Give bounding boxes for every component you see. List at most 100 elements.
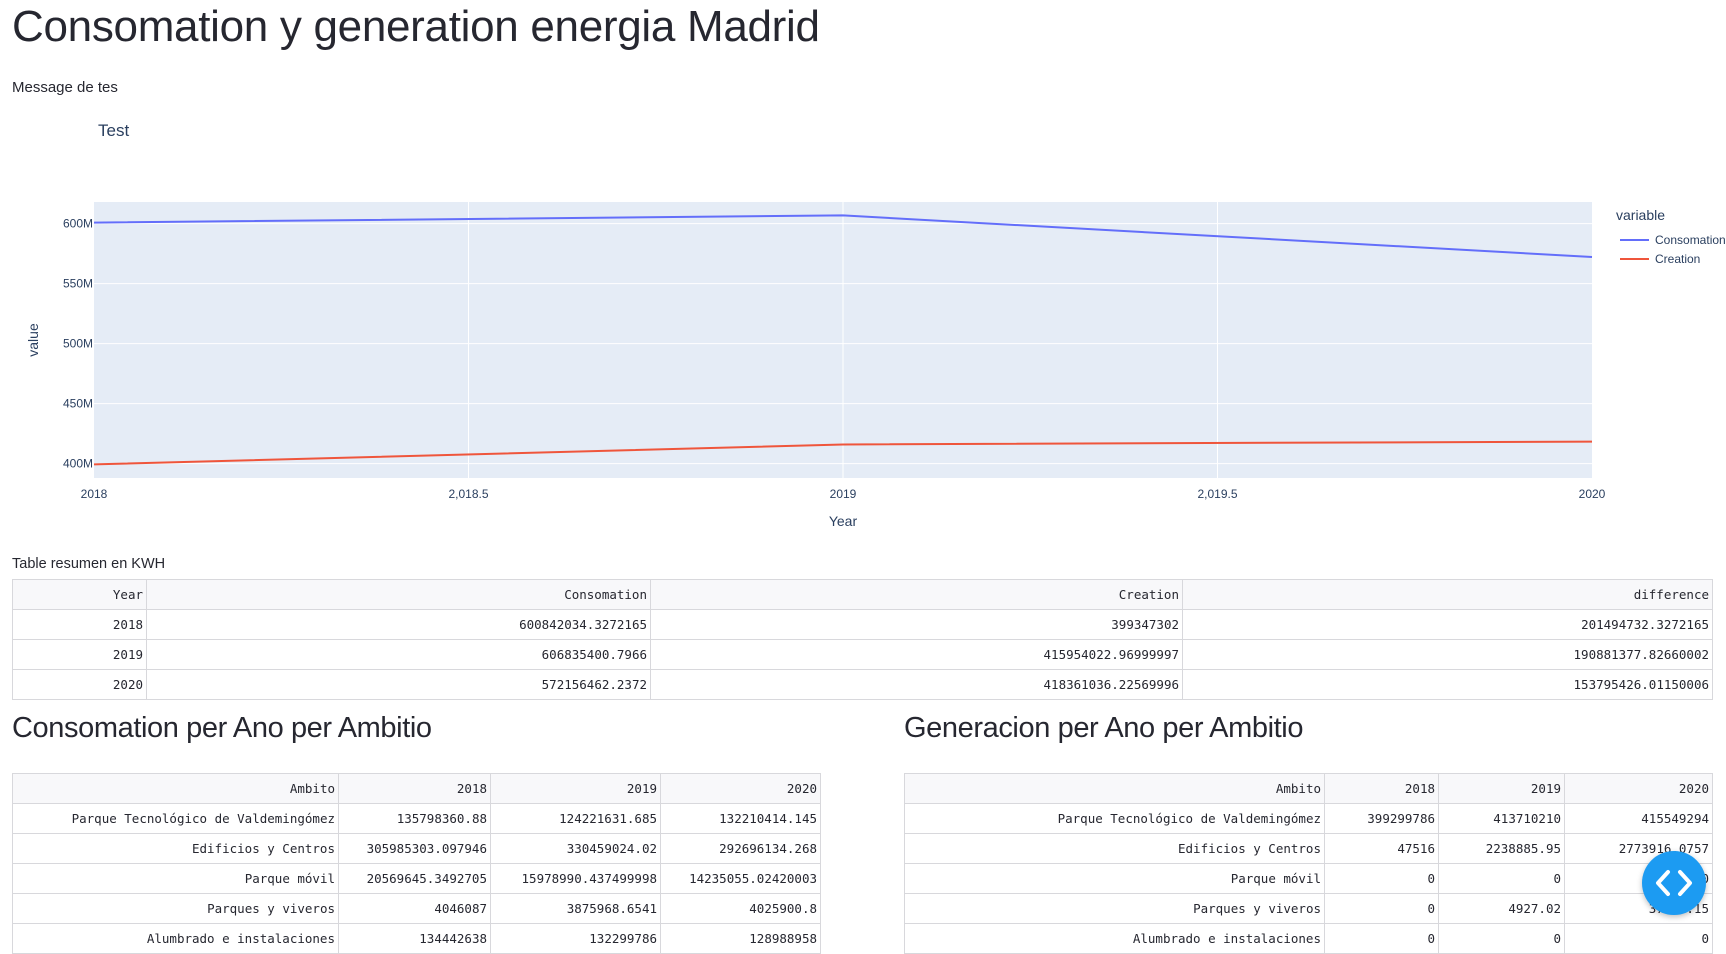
column-header[interactable]: Creation xyxy=(650,579,1183,610)
table-cell: 201494732.3272165 xyxy=(1182,609,1713,640)
table-row: Alumbrado e instalaciones 0 0 0 xyxy=(904,923,1713,954)
column-header[interactable]: Year xyxy=(12,579,147,610)
table-cell: 415954022.96999997 xyxy=(650,639,1183,670)
table-cell: 600842034.3272165 xyxy=(146,609,651,640)
legend-title: variable xyxy=(1616,207,1665,223)
column-header[interactable]: Consomation xyxy=(146,579,651,610)
consumption-table: Ambito 2018 2019 2020 Parque Tecnológico de… xyxy=(12,773,821,954)
y-tick-label: 450M xyxy=(63,397,93,411)
legend-item[interactable]: Creation xyxy=(1655,252,1700,266)
table-row: Parque Tecnológico de Valdemingómez 39929… xyxy=(904,803,1713,834)
table-header-row: Year Consomation Creation difference xyxy=(12,579,1713,610)
table-cell: Edificios y Centros xyxy=(904,833,1325,864)
table-cell: 2018 xyxy=(12,609,147,640)
table-cell: Parque móvil xyxy=(12,863,339,894)
y-tick-label: 500M xyxy=(63,337,93,351)
table-cell: 4046087 xyxy=(338,893,491,924)
column-header[interactable]: difference xyxy=(1182,579,1713,610)
series-line-consomation[interactable] xyxy=(93,214,1593,259)
code-toggle-button[interactable] xyxy=(1642,851,1706,915)
table-cell: 2773916.0757 xyxy=(1564,833,1713,864)
code-icon xyxy=(1656,870,1692,896)
table-cell: 0 xyxy=(1564,923,1713,954)
table-cell: 0 xyxy=(1324,893,1439,924)
table-cell: 2238885.95 xyxy=(1438,833,1565,864)
table-cell: Alumbrado e instalaciones xyxy=(12,923,339,954)
table-cell: 572156462.2372 xyxy=(146,669,651,700)
table-cell: 415549294 xyxy=(1564,803,1713,834)
chart-title: Test xyxy=(98,121,129,140)
y-tick-label: 600M xyxy=(63,217,93,231)
summary-table: Year Consomation Creation difference 2018 60… xyxy=(12,579,1713,700)
column-header[interactable]: Ambito xyxy=(12,773,339,804)
table-cell: Parque Tecnológico de Valdemingómez xyxy=(904,803,1325,834)
legend-item[interactable]: Consomation xyxy=(1655,233,1726,247)
table-cell: Parque móvil xyxy=(904,863,1325,894)
table-cell: 153795426.01150006 xyxy=(1182,669,1713,700)
generation-section-title: Generacion per Ano per Ambitio xyxy=(904,712,1304,744)
table-cell: 4025900.8 xyxy=(660,893,821,924)
table-cell: 606835400.7966 xyxy=(146,639,651,670)
table-cell: 134442638 xyxy=(338,923,491,954)
y-tick-label: 400M xyxy=(63,457,93,471)
page-title: Consomation y generation energia Madrid xyxy=(12,2,820,51)
table-row: Edificios y Centros 305985303.097946 33045… xyxy=(12,833,821,864)
table-cell: 399347302 xyxy=(650,609,1183,640)
table-row: 2020 572156462.2372 418361036.22569996 1537… xyxy=(12,669,1713,700)
summary-table-label: Table resumen en KWH xyxy=(12,556,166,572)
table-row: Edificios y Centros 47516 2238885.95 277391… xyxy=(904,833,1713,864)
table-cell: 132210414.145 xyxy=(660,803,821,834)
series-line-creation[interactable] xyxy=(93,440,1593,466)
table-cell: Parques y viveros xyxy=(12,893,339,924)
table-row: Parque móvil000 xyxy=(904,863,1713,894)
table-cell: 418361036.22569996 xyxy=(650,669,1183,700)
table-cell: 20569645.3492705 xyxy=(338,863,491,894)
column-header[interactable]: 2019 xyxy=(1438,773,1565,804)
generation-table: Ambito 2018 2019 2020 Parque Tecnológico de… xyxy=(904,773,1713,954)
x-tick-label: 2,018.5 xyxy=(448,487,488,501)
table-cell: 15978990.437499998 xyxy=(490,863,661,894)
x-tick-label: 2,019.5 xyxy=(1197,487,1237,501)
x-tick-label: 2020 xyxy=(1579,487,1606,501)
table-cell: 0 xyxy=(1324,923,1439,954)
y-tick-label: 550M xyxy=(63,277,93,291)
table-row: Alumbrado e instalaciones 134442638 132299… xyxy=(12,923,821,954)
table-cell: 4927.02 xyxy=(1438,893,1565,924)
table-cell: 0 xyxy=(1324,863,1439,894)
column-header[interactable]: 2018 xyxy=(1324,773,1439,804)
x-tick-label: 2018 xyxy=(81,487,108,501)
table-cell: 2020 xyxy=(12,669,147,700)
table-cell: 0 xyxy=(1438,863,1565,894)
table-cell: 128988958 xyxy=(660,923,821,954)
table-cell: 47516 xyxy=(1324,833,1439,864)
consumption-section-title: Consomation per Ano per Ambitio xyxy=(12,712,432,744)
table-cell: 135798360.88 xyxy=(338,803,491,834)
table-cell: Parques y viveros xyxy=(904,893,1325,924)
y-axis-label: value xyxy=(25,323,41,357)
table-row: Parque móvil 20569645.3492705 15978990.437… xyxy=(12,863,821,894)
x-axis-label: Year xyxy=(829,513,858,529)
table-cell: Alumbrado e instalaciones xyxy=(904,923,1325,954)
line-chart[interactable]: 2018 2,018.5 2019 2,019.5 2020 400M 450M 500M 55… xyxy=(0,110,1726,540)
table-row: 2018 600842034.3272165 399347302 201494732.… xyxy=(12,609,1713,640)
table-header-row: Ambito 2018 2019 2020 xyxy=(12,773,821,804)
table-cell: 124221631.685 xyxy=(490,803,661,834)
table-cell: 292696134.268 xyxy=(660,833,821,864)
table-row: Parque Tecnológico de Valdemingómez 13579… xyxy=(12,803,821,834)
column-header[interactable]: Ambito xyxy=(904,773,1325,804)
table-cell: 399299786 xyxy=(1324,803,1439,834)
table-cell: Edificios y Centros xyxy=(12,833,339,864)
column-header[interactable]: 2020 xyxy=(660,773,821,804)
table-row: Parques y viveros 4046087 3875968.6541 4025… xyxy=(12,893,821,924)
column-header[interactable]: 2018 xyxy=(338,773,491,804)
table-cell: 3875968.6541 xyxy=(490,893,661,924)
table-cell: 190881377.82660002 xyxy=(1182,639,1713,670)
table-cell: 305985303.097946 xyxy=(338,833,491,864)
column-header[interactable]: 2019 xyxy=(490,773,661,804)
table-cell: 2019 xyxy=(12,639,147,670)
message-text: Message de tes xyxy=(12,79,118,96)
x-tick-label: 2019 xyxy=(830,487,857,501)
table-row: 2019 606835400.7966 415954022.96999997 1908… xyxy=(12,639,1713,670)
column-header[interactable]: 2020 xyxy=(1564,773,1713,804)
